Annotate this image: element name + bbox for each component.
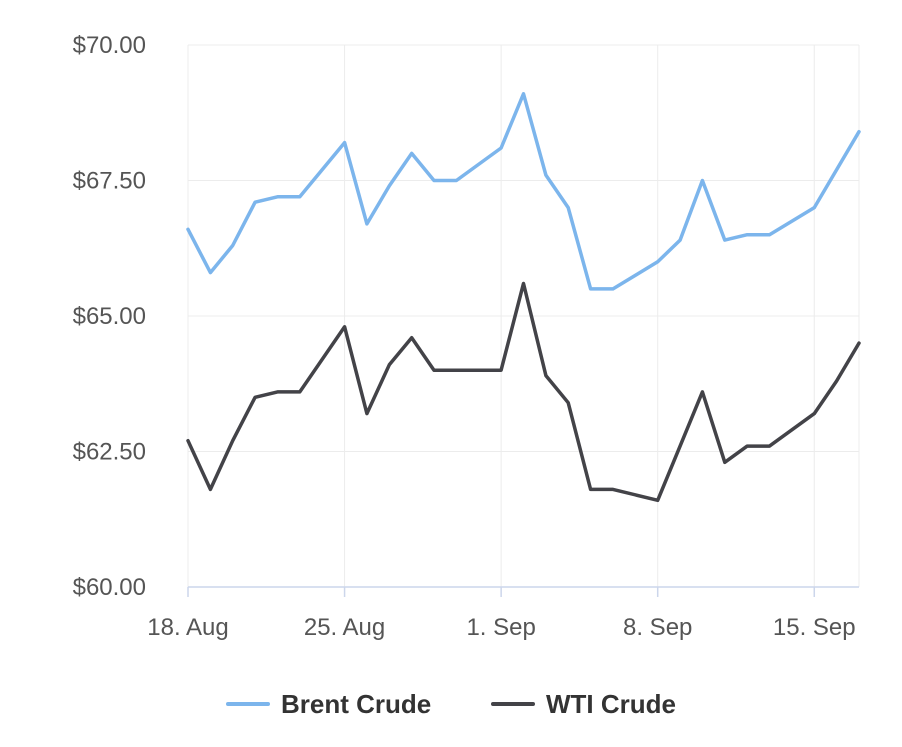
series-lines [186,92,861,503]
y-tick-label: $60.00 [73,574,146,601]
x-tick-label: 1. Sep [466,614,535,641]
legend: Brent Crude WTI Crude [226,689,676,719]
series-line-wti-crude [186,281,861,503]
horizontal-grid [188,44,859,452]
legend-item[interactable]: Brent Crude [226,689,431,719]
x-tick-label: 18. Aug [147,614,228,641]
legend-label: WTI Crude [546,689,676,719]
legend-item[interactable]: WTI Crude [491,689,676,719]
series-line-brent-crude [186,92,861,291]
x-tick-label: 25. Aug [304,614,385,641]
y-axis-labels: $60.00 $62.50 $65.00 $67.50 $70.00 [73,32,146,601]
y-tick-label: $62.50 [73,439,146,466]
x-tick-label: 8. Sep [623,614,692,641]
y-tick-label: $67.50 [73,168,146,195]
x-axis-ticks [187,587,816,597]
x-tick-label: 15. Sep [773,614,856,641]
legend-label: Brent Crude [281,689,431,719]
y-tick-label: $65.00 [73,303,146,330]
y-tick-label: $70.00 [73,32,146,59]
x-axis-labels: 18. Aug 25. Aug 1. Sep 8. Sep 15. Sep [147,614,855,641]
